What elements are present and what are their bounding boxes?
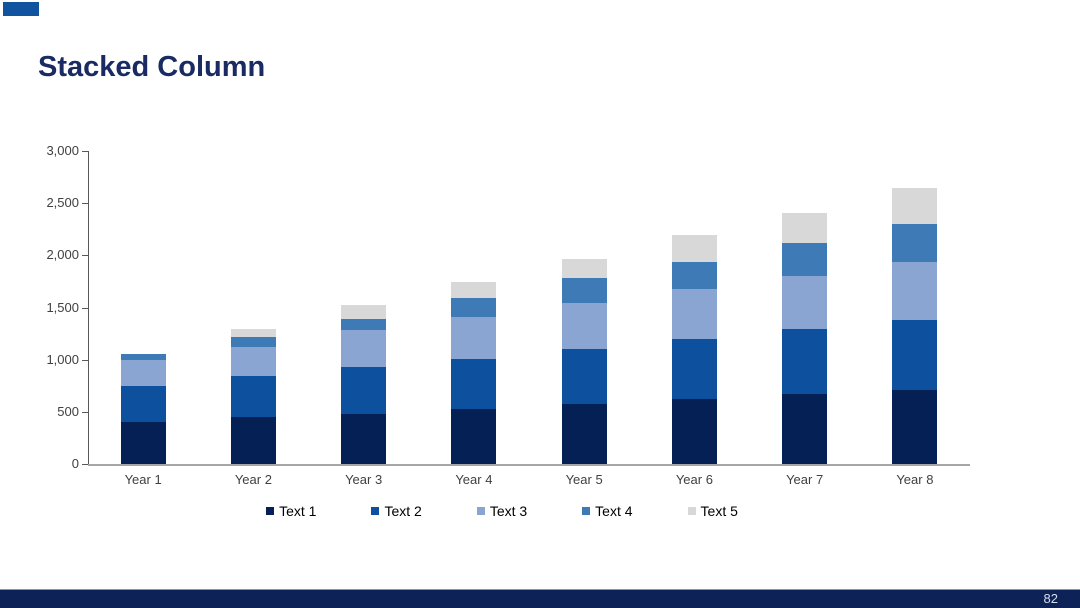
legend-item: Text 5 xyxy=(687,503,738,519)
x-axis-category-label: Year 5 xyxy=(565,472,603,487)
y-axis-tick xyxy=(82,307,88,309)
legend-label: Text 4 xyxy=(595,503,633,519)
bar-segment-text-4 xyxy=(561,278,607,303)
bar-segment-text-2 xyxy=(451,358,497,409)
y-axis-tick xyxy=(82,359,88,361)
legend-label: Text 2 xyxy=(384,503,422,519)
legend-label: Text 1 xyxy=(279,503,317,519)
x-axis-category-label: Year 4 xyxy=(455,472,493,487)
bar-segment-text-2 xyxy=(561,349,607,404)
bar-segment-text-5 xyxy=(671,234,717,263)
bar-segment-text-5 xyxy=(451,281,497,299)
bar-segment-text-4 xyxy=(451,298,497,317)
bar-segment-text-2 xyxy=(120,385,166,423)
legend-swatch-icon xyxy=(687,507,696,515)
y-axis-tick xyxy=(82,151,88,152)
bar-segment-text-5 xyxy=(892,188,938,225)
bar-segment-text-2 xyxy=(782,329,828,395)
x-axis-category-label: Year 1 xyxy=(124,472,162,487)
x-axis-category-label: Year 3 xyxy=(345,472,383,487)
legend-item: Text 1 xyxy=(266,503,316,519)
y-axis-tick-label: 2,000 xyxy=(46,247,79,263)
bar-segment-text-3 xyxy=(451,316,497,359)
legend-item: Text 3 xyxy=(476,503,528,519)
footer-bar: 82 xyxy=(0,589,1080,608)
bar-segment-text-4 xyxy=(230,336,276,348)
bar-segment-text-4 xyxy=(671,262,717,290)
bar-segment-text-1 xyxy=(341,413,387,464)
bar-segment-text-3 xyxy=(782,276,828,330)
bar-segment-text-3 xyxy=(341,329,387,367)
legend-swatch-icon xyxy=(266,507,275,515)
y-axis-tick-label: 2,500 xyxy=(46,195,79,211)
bar-segment-text-2 xyxy=(341,366,387,414)
y-axis-tick-label: 1,500 xyxy=(46,299,79,315)
y-axis-tick-label: 0 xyxy=(71,456,79,471)
bar-segment-text-2 xyxy=(230,376,276,418)
y-axis-line xyxy=(88,151,89,464)
bar-segment-text-1 xyxy=(671,398,717,464)
bar-segment-text-2 xyxy=(671,338,717,399)
bar-segment-text-4 xyxy=(782,242,828,277)
y-axis-tick-label: 1,000 xyxy=(46,351,79,367)
bar-segment-text-3 xyxy=(230,347,276,377)
legend-swatch-icon xyxy=(582,507,591,515)
bar-segment-text-4 xyxy=(120,354,166,360)
bar-segment-text-1 xyxy=(120,422,166,464)
legend-label: Text 5 xyxy=(700,503,738,519)
bar-segment-text-4 xyxy=(892,224,938,263)
legend-swatch-icon xyxy=(476,507,485,515)
y-axis-tick xyxy=(82,255,88,257)
bar-segment-text-3 xyxy=(892,262,938,320)
bar-segment-text-3 xyxy=(120,359,166,386)
legend-item: Text 2 xyxy=(371,503,422,519)
bar-segment-text-4 xyxy=(341,318,387,330)
legend-item: Text 4 xyxy=(582,503,633,519)
y-axis-tick xyxy=(82,203,88,205)
x-axis-category-label: Year 2 xyxy=(234,472,272,487)
bar-segment-text-1 xyxy=(782,394,828,464)
bar-segment-text-1 xyxy=(892,389,938,464)
bar-segment-text-3 xyxy=(561,302,607,350)
y-axis-tick-label: 3,000 xyxy=(46,143,79,158)
y-axis-tick xyxy=(82,411,88,413)
bar-segment-text-1 xyxy=(230,417,276,464)
legend-label: Text 3 xyxy=(489,503,528,519)
bar-segment-text-1 xyxy=(561,404,607,464)
bar-segment-text-5 xyxy=(341,305,387,319)
bar-segment-text-2 xyxy=(892,320,938,390)
bar-segment-text-5 xyxy=(230,328,276,337)
chart-legend: Text 1 Text 2 Text 3 Text 4 Text 5 xyxy=(60,503,944,519)
bar-segment-text-5 xyxy=(782,213,828,243)
legend-swatch-icon xyxy=(371,507,380,515)
bar-segment-text-1 xyxy=(451,408,497,464)
accent-rectangle xyxy=(3,2,39,16)
bar-segment-text-5 xyxy=(561,258,607,279)
x-axis-category-label: Year 8 xyxy=(896,472,934,487)
x-axis-category-label: Year 7 xyxy=(786,472,824,487)
bar-segment-text-3 xyxy=(671,289,717,339)
y-axis-tick xyxy=(82,464,88,465)
page-title: Stacked Column xyxy=(38,51,266,84)
x-axis-category-label: Year 6 xyxy=(675,472,713,487)
x-axis-line xyxy=(88,464,970,466)
page-number: 82 xyxy=(1043,591,1058,606)
y-axis-tick-label: 500 xyxy=(57,403,79,419)
